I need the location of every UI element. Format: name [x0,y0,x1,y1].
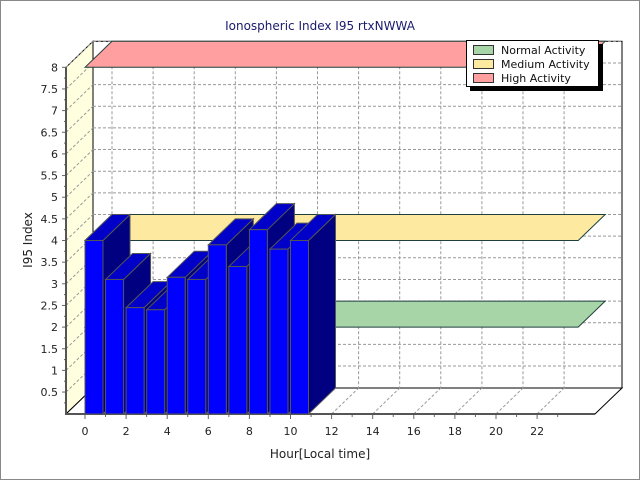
bar [289,213,337,416]
x-floor-gridline [413,387,442,415]
y-tick-label: 5 [51,191,58,204]
bar-front [84,240,104,415]
x-axis-label: Hour[Local time] [270,447,370,461]
x-floor-gridline [372,387,401,415]
x-tick-label: 14 [366,425,380,438]
x-tick-label: 6 [205,425,212,438]
legend-swatch [473,59,494,69]
legend-swatch [473,45,494,55]
legend-label: High Activity [501,72,571,85]
y-tick-label: 2.5 [41,299,59,312]
x-tick-label: 8 [246,425,253,438]
bar-front [228,265,248,415]
bar-front [207,244,227,415]
y-wall-gridline [65,149,94,176]
y-tick-label: 2 [51,321,58,334]
y-wall-gridline [65,170,94,198]
y-wall-gridline [65,214,94,241]
x-tick-label: 0 [82,425,89,438]
bar-front [187,278,207,415]
y-tick-label: 5.5 [41,170,59,183]
y-wall-gridline [65,84,94,111]
x-floor-gridline [454,387,483,415]
y-tick-label: 4.5 [41,213,59,226]
bar-front [248,229,268,415]
x-tick-label: 22 [530,425,544,438]
x-tick-label: 4 [164,425,171,438]
chart-title: Ionospheric Index I95 rtxNWWA [225,19,416,33]
y-axis-label: I95 Index [21,212,35,268]
y-tick-label: 3 [51,278,58,291]
bar-side [308,213,336,416]
legend-swatch [473,73,494,83]
y-wall-gridline [65,127,94,155]
y-tick-label: 8 [51,61,58,74]
y-tick-label: 6.5 [41,126,59,139]
bar-front [125,307,145,415]
x-floor-gridline [536,387,565,415]
y-wall-gridline [65,40,94,68]
bar-front [166,276,186,415]
legend-label: Medium Activity [501,58,590,71]
y-tick-label: 6 [51,148,58,161]
bar-front [146,309,166,415]
y-tick-label: 7.5 [41,83,59,96]
x-floor-gridline [331,387,359,415]
y-tick-label: 1.5 [41,343,59,356]
x-tick-label: 16 [407,425,421,438]
y-tick-label: 3.5 [41,256,59,269]
y-tick-label: 1 [51,364,58,377]
x-tick-label: 20 [489,425,503,438]
threshold-plane-medium-activity [83,214,607,241]
bar-front [290,240,309,415]
x-tick-label: 18 [448,425,462,438]
bar-front [269,248,289,415]
y-wall-gridline [65,105,94,133]
y-tick-label: 4 [51,235,58,248]
legend-label: Normal Activity [501,44,586,57]
x-tick-label: 12 [325,425,339,438]
bar-front [105,278,125,415]
x-tick-label: 2 [123,425,130,438]
y-tick-label: 0.5 [41,386,59,399]
y-tick-label: 7 [51,105,58,118]
y-wall-gridline [65,192,94,220]
x-floor-gridline [495,387,524,415]
x-tick-label: 10 [284,425,298,438]
